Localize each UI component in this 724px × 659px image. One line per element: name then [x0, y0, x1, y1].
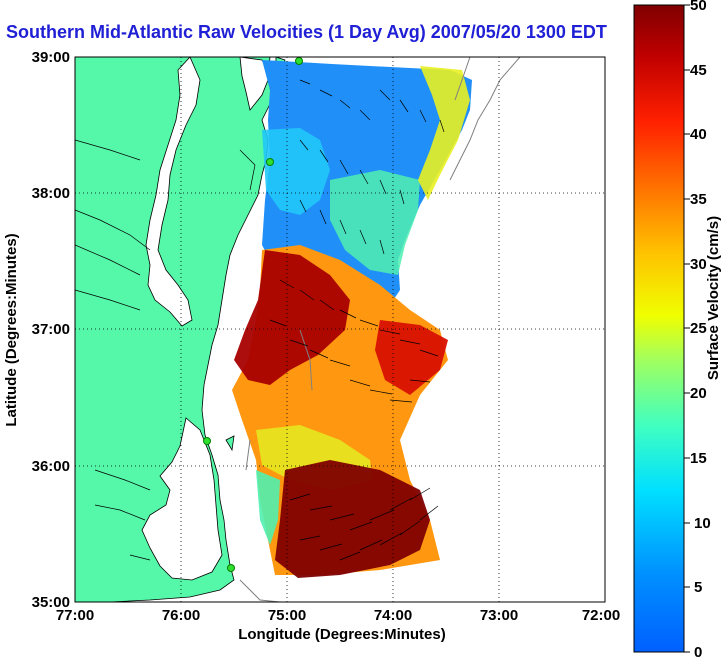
x-tick-label: 72:00 [582, 607, 620, 624]
river-inlets [75, 139, 256, 561]
colorbar-tick-label: 10 [694, 515, 711, 532]
velocity-zone-darkred-north [234, 250, 350, 385]
colorbar-tick-label: 15 [690, 450, 707, 467]
colorbar-label: Surface Velocity (cm/s) [705, 216, 722, 380]
y-tick-label: 38:00 [32, 185, 70, 202]
colorbar-tick-label: 45 [690, 62, 707, 79]
velocity-zone-darkred-south [275, 460, 430, 578]
velocity-zone-green-south [256, 470, 280, 545]
y-tick-label: 37:00 [32, 321, 70, 338]
chesapeake-bay [145, 57, 201, 327]
colorbar-ticks [684, 4, 690, 653]
gridlines [75, 57, 605, 602]
x-axis-label: Longitude (Degrees:Minutes) [238, 626, 446, 643]
colorbar-tick-label: 20 [690, 385, 707, 402]
x-tick-label: 76:00 [162, 607, 200, 624]
y-tick-label: 35:00 [32, 594, 70, 611]
current-arrows [269, 79, 445, 561]
radar-stations [203, 57, 303, 572]
velocity-field [232, 60, 472, 578]
y-axis-label: Latitude (Degrees:Minutes) [3, 233, 20, 426]
bathymetry-contours [239, 57, 521, 602]
y-tick-label: 39:00 [32, 49, 70, 66]
x-tick-label: 77:00 [56, 607, 94, 624]
colorbar-tick-label: 40 [690, 126, 707, 143]
x-tick-label: 74:00 [374, 607, 412, 624]
colorbar-tick-label: 50 [690, 0, 707, 14]
map-title: Southern Mid-Atlantic Raw Velocities (1 … [6, 22, 607, 42]
x-tick-label: 75:00 [268, 607, 306, 624]
velocity-zone-green [330, 170, 420, 275]
colorbar-tick-label: 25 [690, 320, 707, 337]
velocity-zone-red-east [375, 320, 448, 395]
plot-frame [74, 56, 606, 603]
colorbar [633, 4, 685, 653]
colorbar-tick-label: 30 [690, 256, 707, 273]
colorbar-tick-label: 0 [694, 644, 702, 659]
title-overlap-mask [616, 20, 632, 44]
y-tick-label: 36:00 [32, 458, 70, 475]
pamlico-sound [141, 417, 223, 581]
velocity-zone-yellow-east [418, 66, 470, 200]
x-tick-label: 73:00 [480, 607, 518, 624]
colorbar-tick-label: 5 [694, 579, 702, 596]
colorbar-tick-label: 35 [690, 191, 707, 208]
